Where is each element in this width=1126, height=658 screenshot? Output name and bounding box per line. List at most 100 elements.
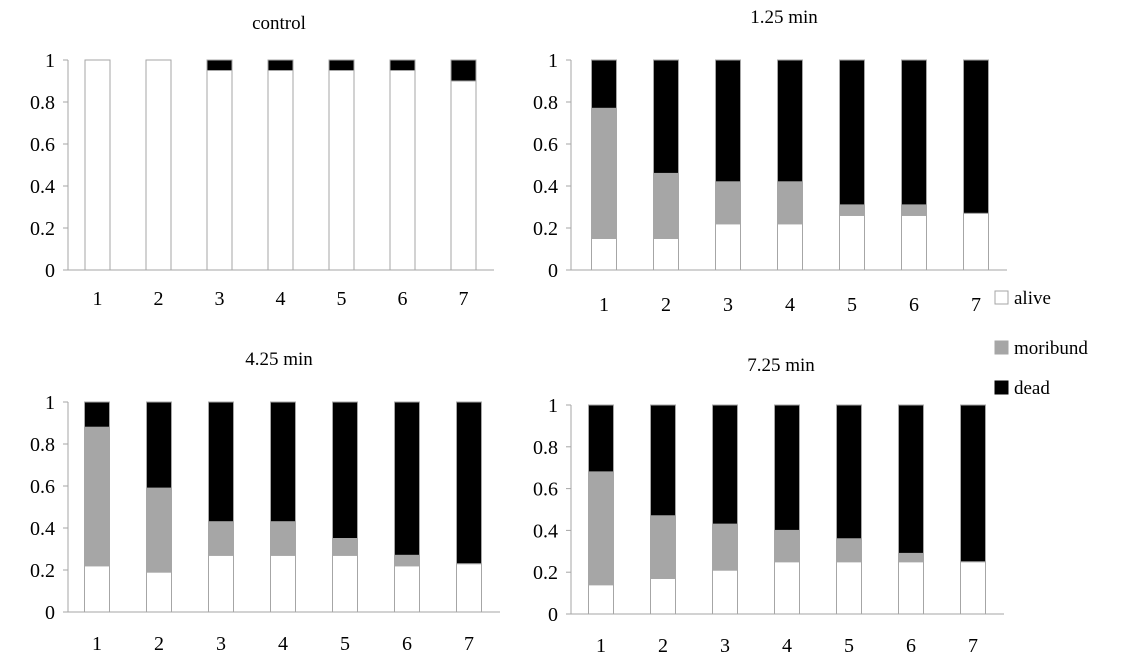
y-tick-label: 1	[45, 50, 55, 72]
legend-swatch-dead	[994, 380, 1009, 395]
bar-segment-dead	[267, 59, 294, 71]
bar-segment-alive	[960, 561, 986, 615]
bar-segment-alive	[394, 565, 420, 613]
x-tick-label: 1	[92, 633, 102, 655]
bar-segment-dead	[394, 401, 420, 556]
bar-segment-moribund	[715, 181, 741, 225]
bar-segment-alive	[777, 223, 803, 271]
panel-title: control	[252, 13, 306, 34]
bar-segment-alive	[206, 70, 233, 271]
x-tick-label: 3	[723, 294, 733, 316]
bar-segment-dead	[84, 401, 110, 428]
bar-segment-dead	[715, 59, 741, 183]
bar-segment-dead	[960, 404, 986, 563]
bar-segment-alive	[456, 563, 482, 613]
y-tick-label: 0.2	[30, 218, 55, 240]
bar-segment-alive	[588, 584, 614, 615]
x-tick-label: 6	[906, 635, 916, 657]
x-tick-label: 5	[847, 294, 857, 316]
x-tick-label: 3	[720, 635, 730, 657]
bar-segment-dead	[588, 404, 614, 473]
y-tick-label: 0.6	[533, 479, 558, 501]
bar-segment-moribund	[146, 487, 172, 573]
y-tick-label: 0.4	[533, 176, 558, 198]
x-tick-label: 7	[968, 635, 978, 657]
bar-segment-alive	[84, 59, 111, 271]
x-tick-label: 6	[402, 633, 412, 655]
x-tick-label: 4	[278, 633, 288, 655]
legend-label-dead: dead	[1014, 378, 1050, 399]
x-tick-label: 7	[459, 288, 469, 310]
legend-swatch-alive	[994, 290, 1009, 305]
bar-segment-moribund	[208, 521, 234, 556]
bar-segment-moribund	[839, 204, 865, 216]
bar-segment-moribund	[332, 538, 358, 556]
legend-item-moribund: moribund	[994, 338, 1088, 359]
bar-segment-moribund	[836, 538, 862, 563]
bar-segment-dead	[208, 401, 234, 523]
bar-segment-dead	[839, 59, 865, 206]
bar-segment-alive	[145, 59, 172, 271]
bar-segment-alive	[774, 561, 800, 615]
panel-2: 1.25 min 0 0.2 0.4 0.6 0.8 1 1 2 3 4 5 6 7	[533, 7, 1007, 316]
y-tick-label: 0	[45, 602, 55, 624]
y-tick-label: 0.4	[30, 518, 55, 540]
bar-segment-moribund	[653, 172, 679, 239]
y-tick-label: 0.8	[30, 434, 55, 456]
y-tick-label: 0.6	[30, 476, 55, 498]
bar-segment-alive	[270, 554, 296, 613]
x-tick-label: 5	[340, 633, 350, 655]
bar-segment-alive	[332, 554, 358, 613]
bar-segment-moribund	[774, 529, 800, 563]
bar-segment-moribund	[588, 471, 614, 586]
y-tick-label: 0	[548, 260, 558, 282]
bar-segment-alive	[653, 238, 679, 271]
x-tick-label: 7	[971, 294, 981, 316]
x-tick-label: 6	[909, 294, 919, 316]
bar-segment-alive	[715, 223, 741, 271]
x-tick-label: 2	[658, 635, 668, 657]
panel-title: 1.25 min	[750, 7, 818, 28]
bar-segment-dead	[270, 401, 296, 523]
bar-segment-dead	[146, 401, 172, 489]
y-tick-label: 1	[548, 50, 558, 72]
x-tick-label: 5	[844, 635, 854, 657]
x-tick-label: 3	[215, 288, 225, 310]
bar-segment-alive	[84, 565, 110, 613]
bar-segment-alive	[267, 70, 294, 271]
panel-1: control 0 0.2 0.4 0.6 0.8 1 1 2 3 4 5 6 7	[30, 13, 494, 310]
bar-segment-alive	[839, 214, 865, 271]
legend: alive moribund dead	[994, 288, 1088, 399]
panel-3: 4.25 min 0 0.2 0.4 0.6 0.8 1 1 2 3 4 5 6 7	[30, 349, 500, 655]
x-tick-label: 6	[398, 288, 408, 310]
x-tick-label: 1	[596, 635, 606, 657]
bar-segment-dead	[332, 401, 358, 539]
bar-segment-alive	[591, 238, 617, 271]
bar-segment-alive	[836, 561, 862, 615]
bar-segment-moribund	[712, 523, 738, 571]
y-tick-label: 0	[45, 260, 55, 282]
bar-segment-moribund	[591, 107, 617, 239]
panel-title: 4.25 min	[245, 349, 313, 370]
y-tick-label: 0.4	[30, 176, 55, 198]
bar-segment-dead	[591, 59, 617, 109]
bar-segment-moribund	[898, 552, 924, 563]
y-tick-label: 0.2	[533, 218, 558, 240]
x-tick-label: 4	[782, 635, 792, 657]
bar-segment-alive	[901, 214, 927, 271]
bar-segment-alive	[712, 569, 738, 615]
x-tick-label: 1	[93, 288, 103, 310]
y-tick-label: 0.6	[533, 134, 558, 156]
bar-segment-dead	[901, 59, 927, 206]
y-tick-label: 0.4	[533, 520, 558, 542]
x-tick-label: 5	[337, 288, 347, 310]
x-tick-label: 1	[599, 294, 609, 316]
bar-segment-dead	[450, 59, 477, 82]
bar-segment-moribund	[84, 426, 110, 567]
panel-4: 7.25 min 0 0.2 0.4 0.6 0.8 1 1 2 3 4 5 6 7	[533, 355, 1004, 657]
x-tick-label: 7	[464, 633, 474, 655]
chart-panels: control 0 0.2 0.4 0.6 0.8 1 1 2 3 4 5 6 7 1.25 min 0 0.2…	[30, 7, 1007, 657]
x-tick-label: 3	[216, 633, 226, 655]
bar-segment-alive	[450, 80, 477, 271]
